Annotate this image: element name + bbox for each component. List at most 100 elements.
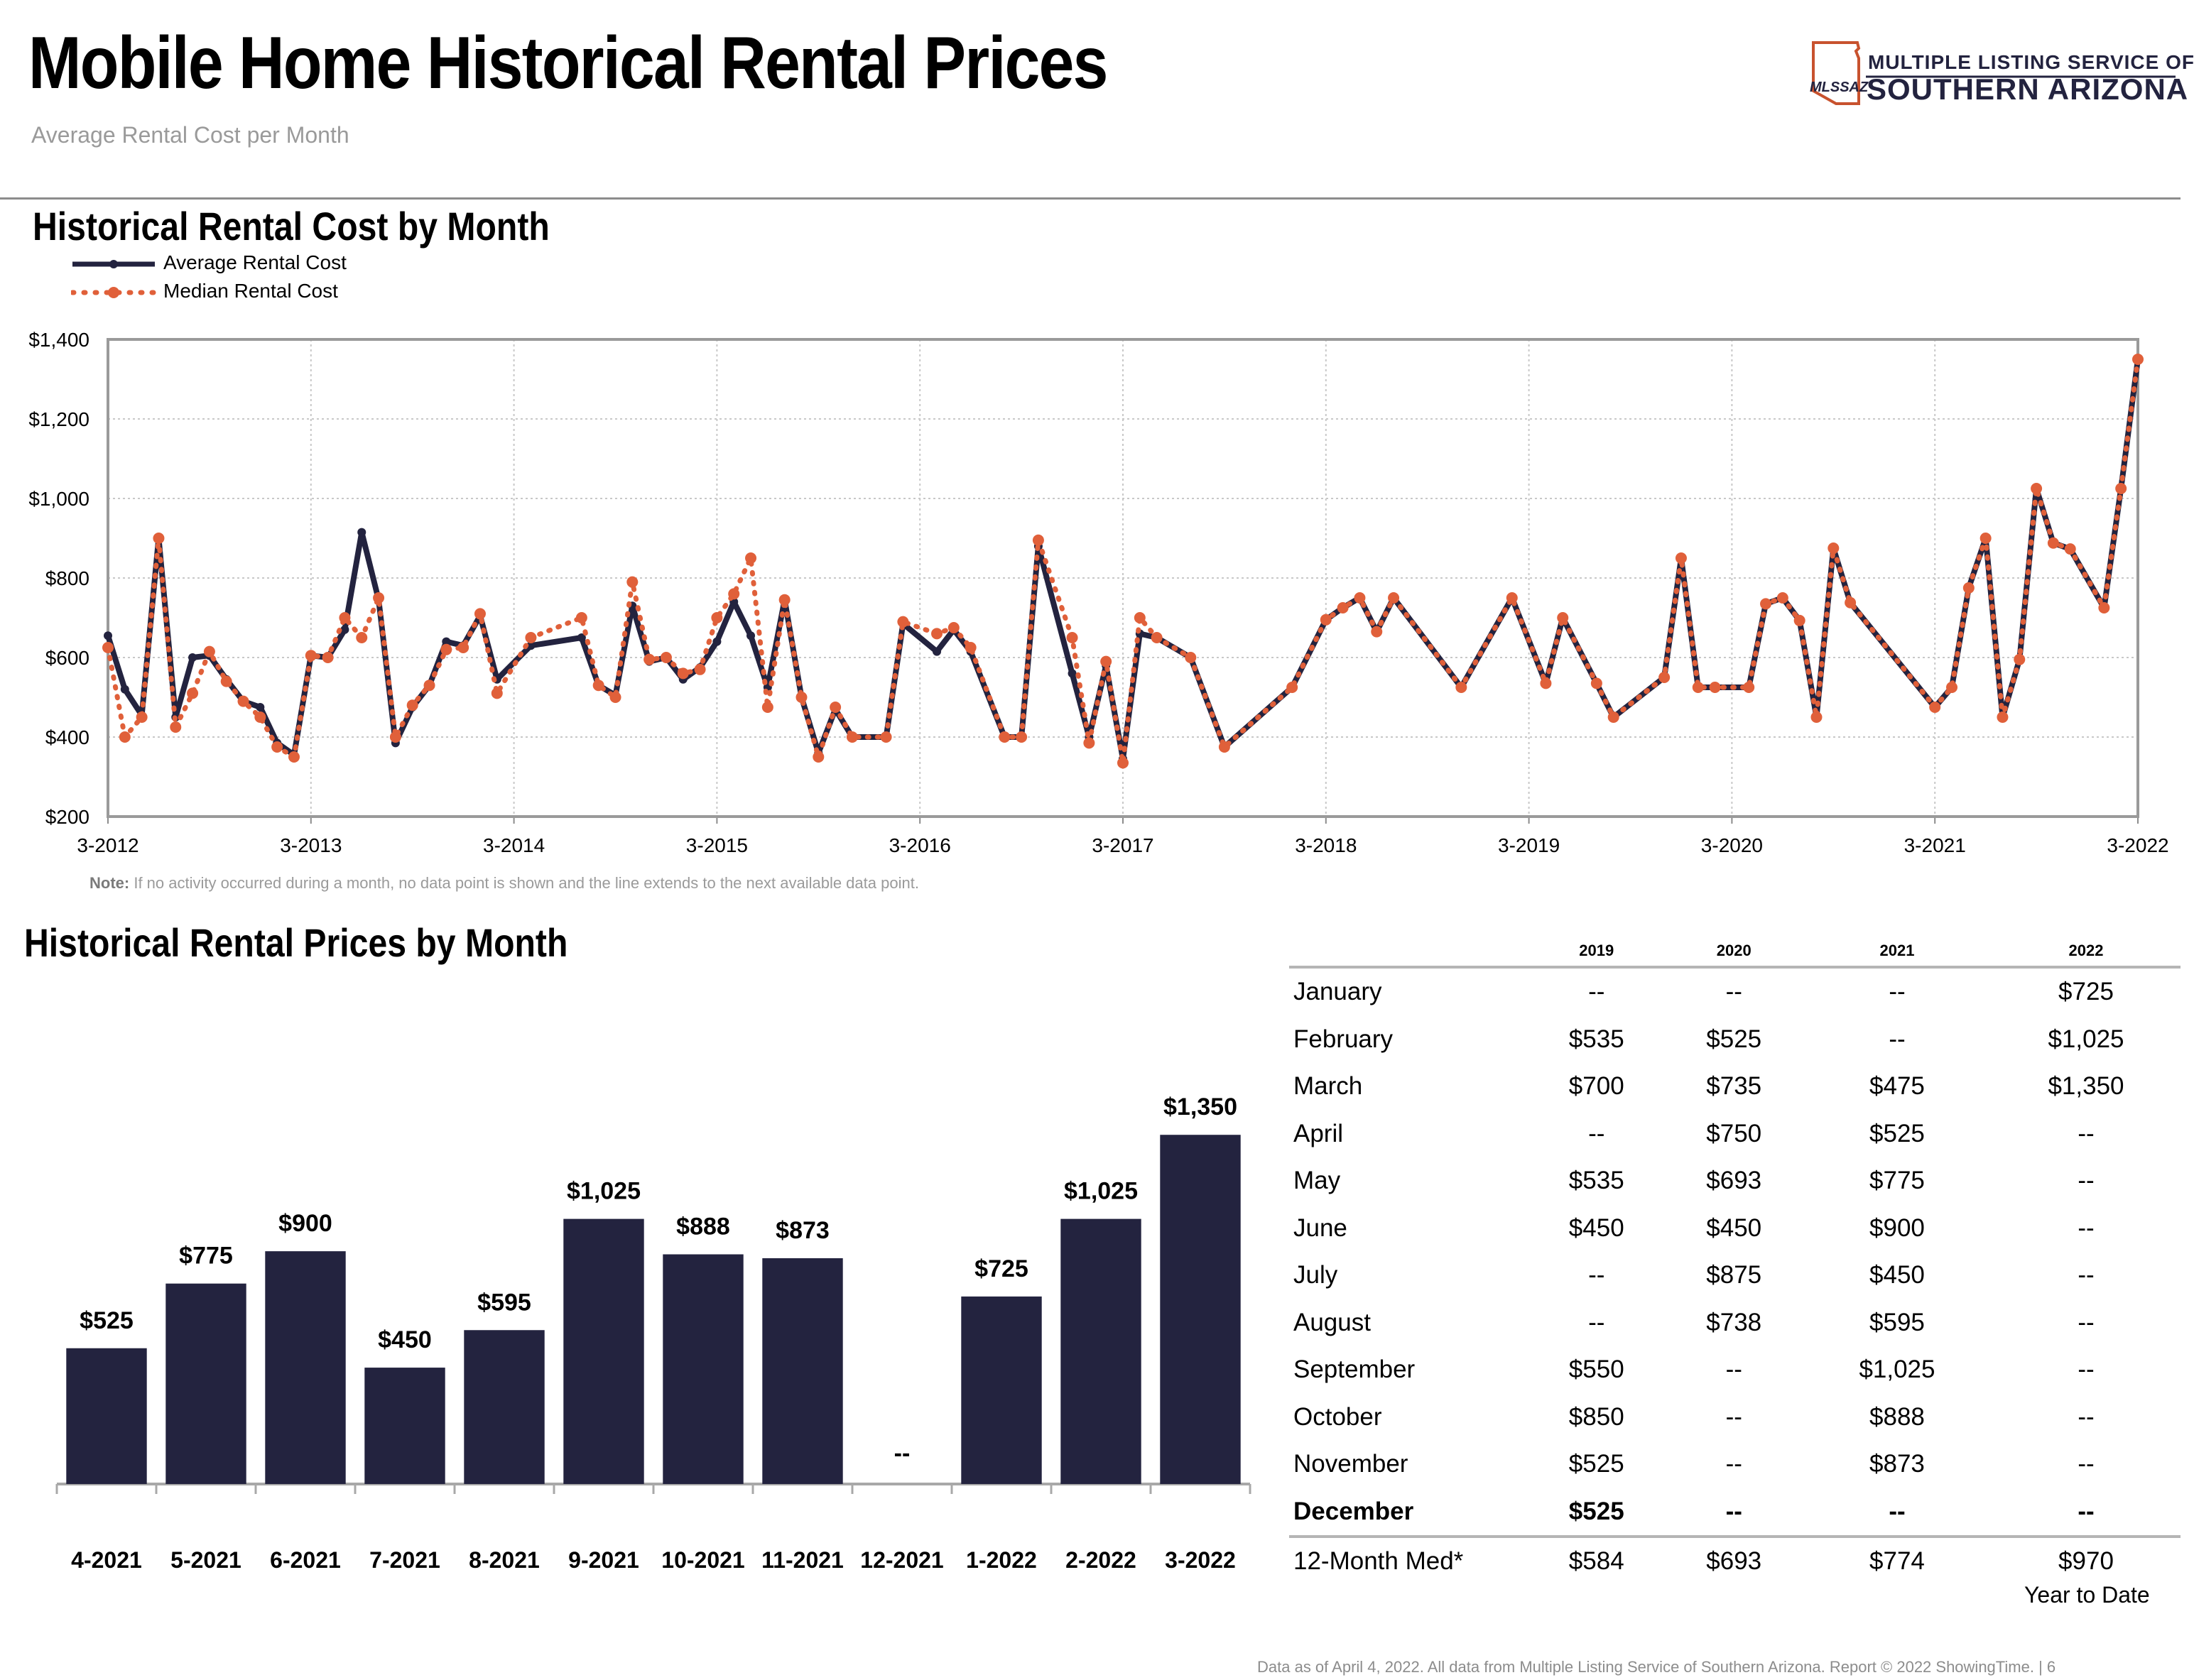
x-tick-label: 3-2018 [1295,834,1357,856]
table-cell: -- [1588,1119,1605,1147]
table-row-label: May [1293,1167,1341,1195]
table-cell: $595 [1869,1308,1925,1336]
median-point [1810,711,1823,723]
median-point [1709,682,1721,693]
bar-category-label: 3-2022 [1165,1547,1236,1573]
table-cell: $450 [1706,1213,1762,1242]
median-point [1845,596,1857,609]
median-point [947,622,960,633]
bar [464,1330,545,1484]
median-point [1151,632,1163,643]
average-point [357,528,366,537]
x-tick-label: 3-2013 [280,834,342,856]
x-tick-label: 3-2012 [77,834,139,856]
median-point [153,533,165,544]
bar-category-label: 8-2021 [469,1547,540,1573]
median-point [1980,533,1992,544]
x-tick-label: 3-2021 [1904,834,1966,856]
median-point [1743,682,1755,693]
median-point [1607,711,1619,723]
average-point [442,637,451,646]
table-row: April -- $750 $525 -- [1289,1111,2181,1158]
median-point [2098,602,2110,613]
bar-category-label: 10-2021 [661,1547,744,1573]
median-point [643,653,656,665]
table-row-label: January [1293,978,1382,1006]
median-point [965,642,977,653]
median-point [1675,552,1687,564]
median-point [2115,483,2127,494]
table-cell: $550 [1568,1356,1624,1384]
bar-category-label: 11-2021 [761,1547,844,1573]
logo-abbr: MLSSAZ [1810,80,1869,95]
median-point [711,612,723,623]
table-cell: $970 [1991,1535,2181,1586]
median-point [1117,757,1129,769]
table-cell: -- [2078,1261,2095,1289]
median-point [728,588,740,600]
table-cell: -- [1725,1356,1742,1384]
table-body: January -- -- -- $725 February $535 $525 -- $1,02… [1289,967,2181,1586]
table-cell: $1,025 [2048,1025,2124,1053]
average-point [933,647,942,656]
table-row-label: June [1293,1213,1347,1242]
y-tick-label: $400 [45,726,89,748]
median-point [2064,543,2076,555]
median-point [1692,682,1704,693]
table-header-cell: 2022 [1991,936,2181,969]
table-row: August -- $738 $595 -- [1289,1299,2181,1347]
median-point [1540,677,1552,689]
bar-category-label: 7-2021 [369,1547,440,1573]
table-cell: -- [1725,1497,1742,1525]
table-row-label: September [1293,1356,1416,1384]
median-point [2132,354,2144,365]
table-cell: $750 [1706,1119,1762,1147]
average-point [340,625,349,634]
median-point [1218,741,1230,753]
median-point [305,650,317,662]
median-point [1962,582,1975,594]
median-point [592,680,604,692]
median-point [575,612,587,623]
y-tick-label: $1,000 [28,488,89,510]
bar [66,1348,147,1484]
line-chart: $200 $400 $600 $800 $1,000 $1,200 $1,400 3-2012… [28,329,2168,856]
table-cell: $900 [1869,1213,1925,1242]
table-header-cell: 2020 [1665,936,1803,969]
median-point [1320,613,1332,626]
table-cell: -- [1588,1261,1605,1289]
median-point [745,552,757,564]
table-cell: -- [2078,1450,2095,1478]
table-cell: $475 [1869,1072,1925,1101]
average-point [188,653,197,662]
table-cell: $873 [1869,1450,1925,1478]
table-cell: $888 [1869,1402,1925,1431]
y-tick-label: $200 [45,806,89,828]
median-point [1083,737,1095,749]
y-tick-label: $1,400 [28,329,89,351]
median-point [2014,653,2026,665]
average-point [1068,669,1077,678]
table-row: September $550 -- $1,025 -- [1289,1346,2181,1394]
median-point [1455,682,1467,693]
median-point [356,632,368,643]
median-point [795,692,808,703]
table-cell: -- [1588,978,1605,1006]
median-point [694,663,706,675]
median-point [203,645,215,658]
table-cell: -- [2078,1308,2095,1336]
table-cell: -- [2078,1167,2095,1195]
median-point [1185,652,1197,663]
mlssaz-logo [1812,41,2176,105]
table-row: November $525 -- $873 -- [1289,1441,2181,1488]
table-cell: $693 [1665,1535,1803,1586]
table-row: October $850 -- $888 -- [1289,1394,2181,1441]
bar [663,1254,744,1484]
bar [1160,1135,1241,1484]
average-point [256,703,265,711]
median-point [1388,592,1400,604]
median-point [1776,592,1788,604]
average-point [577,633,586,642]
table-row-label: December [1293,1497,1414,1525]
median-point [406,699,418,711]
